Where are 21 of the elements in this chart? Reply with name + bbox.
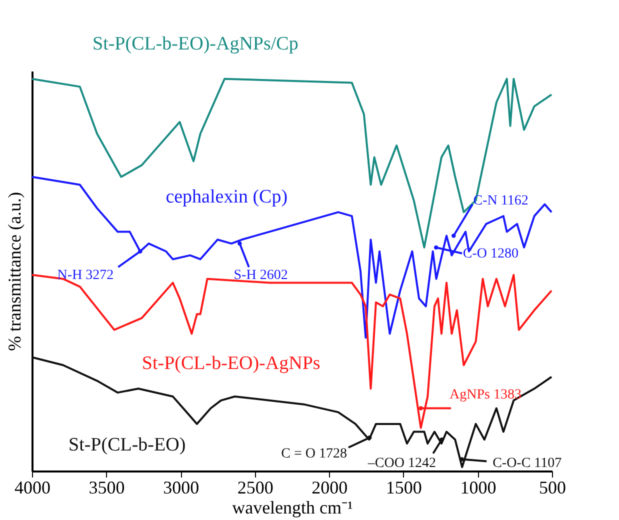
annotation: C-N 1162 xyxy=(473,193,528,208)
x-tick-label: 3000 xyxy=(163,478,200,498)
series-label: cephalexin (Cp) xyxy=(166,186,288,208)
annotation: C-O-C 1107 xyxy=(492,456,562,472)
annotation: S-H 2602 xyxy=(234,268,288,283)
series-label: St-P(CL-b-EO)-AgNPs/Cp xyxy=(92,34,298,55)
x-tick-label: 4000 xyxy=(14,478,50,498)
annotation: N-H 3272 xyxy=(57,268,114,283)
x-tick-label: 1500 xyxy=(386,478,422,498)
x-tick-label: 2000 xyxy=(312,478,348,498)
x-tick-label: 500 xyxy=(539,478,566,498)
annotation: –COO 1242 xyxy=(366,456,436,472)
series-label: St-P(CL-b-EO) xyxy=(68,434,186,456)
annotation: C = O 1728 xyxy=(281,446,347,462)
y-axis-title: % transmittance (a.u.) xyxy=(4,192,24,351)
x-axis-title: wavelength cm⁻¹ xyxy=(232,498,353,518)
x-tick-label: 3500 xyxy=(88,478,125,498)
x-tick-label: 2500 xyxy=(237,478,274,498)
annotation: AgNPs 1383 xyxy=(449,388,522,403)
series-label: St-P(CL-b-EO)-AgNPs xyxy=(142,353,320,374)
x-tick-label: 1000 xyxy=(460,478,496,498)
